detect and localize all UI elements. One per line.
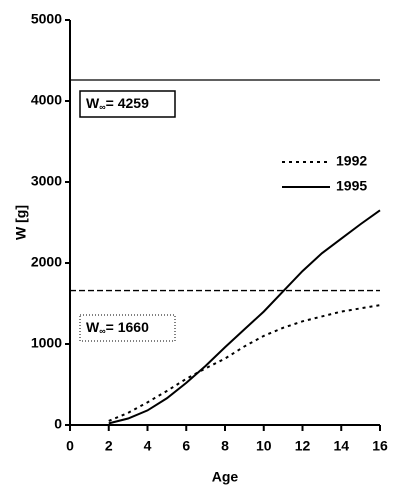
y-tick-label: 1000 — [31, 335, 62, 351]
annotation-symbol: W — [86, 95, 100, 111]
x-tick-label: 10 — [256, 438, 272, 454]
legend-label: 1995 — [336, 178, 367, 194]
annotation: W∞= 1660 — [86, 319, 149, 337]
annotation-text: = 4259 — [106, 95, 149, 111]
y-tick-label: 3000 — [31, 173, 62, 189]
x-tick-label: 0 — [66, 438, 74, 454]
annotation-text: = 1660 — [106, 319, 149, 335]
y-tick-label: 5000 — [31, 11, 62, 27]
y-tick-label: 4000 — [31, 92, 62, 108]
x-axis-label: Age — [212, 469, 239, 485]
x-tick-label: 12 — [295, 438, 311, 454]
x-tick-label: 2 — [105, 438, 113, 454]
annotation-symbol: W — [86, 319, 100, 335]
x-tick-label: 6 — [182, 438, 190, 454]
annotation-subscript: ∞ — [99, 326, 106, 336]
series-line — [108, 304, 381, 422]
x-tick-label: 14 — [333, 438, 349, 454]
x-tick-label: 4 — [144, 438, 152, 454]
y-tick-label: 2000 — [31, 254, 62, 270]
x-tick-label: 16 — [372, 438, 388, 454]
y-tick-label: 0 — [54, 416, 62, 432]
series-line — [108, 209, 381, 425]
x-tick-label: 8 — [221, 438, 229, 454]
annotation-box — [79, 314, 176, 342]
annotation-subscript: ∞ — [99, 102, 106, 112]
annotation-box — [79, 90, 176, 118]
y-axis-label: W [g] — [13, 205, 29, 240]
annotation: W∞= 4259 — [86, 95, 149, 113]
legend-label: 1992 — [336, 153, 367, 169]
